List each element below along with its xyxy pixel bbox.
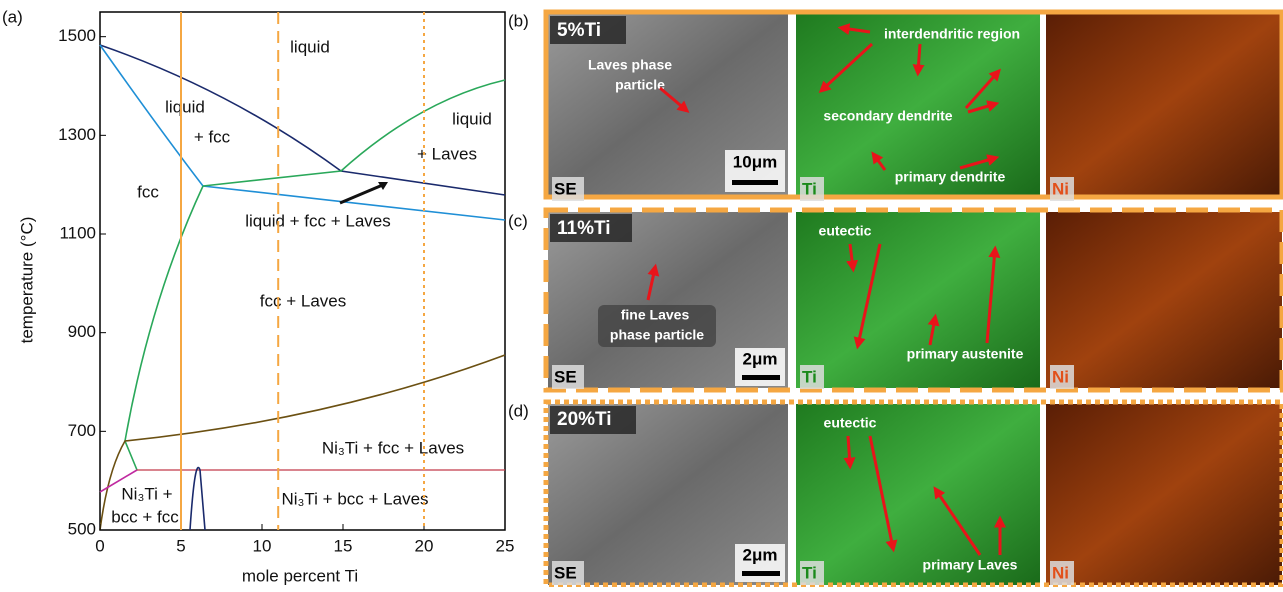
shape (742, 571, 780, 576)
channel-label: SE (554, 563, 577, 582)
composition-label: 5%Ti (557, 20, 601, 41)
scale-bar-label: 10μm (733, 152, 777, 171)
x-tick-label: 5 (176, 536, 185, 555)
channel-label: SE (554, 179, 577, 198)
shape (1046, 14, 1282, 196)
region-label: + fcc (194, 127, 231, 146)
annotation: primary Laves (923, 557, 1018, 573)
scale-bar-label: 2μm (743, 545, 778, 564)
figure: (a) mole percent Ti temperature (°C) liq… (0, 0, 1283, 587)
shape (732, 180, 778, 185)
shape (190, 468, 205, 531)
shape (100, 45, 505, 220)
x-tick-label: 10 (253, 536, 272, 555)
channel-label: Ni (1052, 367, 1069, 386)
shape: liquid liquid + fcc liquid + Laves fcc l… (111, 37, 492, 526)
row-c (546, 210, 1282, 390)
composition-label: 20%Ti (557, 409, 612, 430)
y-tick-label: 900 (68, 322, 96, 341)
y-tick-label: 1300 (58, 125, 96, 144)
panel-label: (d) (508, 401, 529, 420)
region-label: liquid (290, 37, 330, 56)
region-label: fcc (137, 182, 159, 201)
shape (203, 80, 505, 186)
annotation: eutectic (819, 223, 872, 239)
arrow (848, 436, 850, 465)
shape (125, 186, 203, 470)
region-label: + Laves (417, 144, 477, 163)
annotation: particle (615, 77, 665, 93)
x-axis-label: mole percent Ti (242, 566, 358, 585)
x-tick-label: 0 (95, 536, 104, 555)
region-label: fcc + Laves (260, 291, 346, 310)
pointer (340, 184, 385, 203)
annotation: secondary dendrite (823, 108, 952, 124)
y-tick-label: 1500 (58, 26, 96, 45)
region-label: bcc + fcc (111, 507, 179, 526)
y-tick-label: 1100 (59, 223, 96, 242)
phase-diagram: (a) mole percent Ti temperature (°C) liq… (2, 7, 514, 585)
region-label: liquid (452, 109, 492, 128)
region-label: Ni₃Ti + fcc + Laves (322, 438, 464, 457)
panel-label: (a) (2, 7, 23, 26)
y-axis-label: temperature (°C) (17, 217, 36, 344)
region-label: liquid + fcc + Laves (245, 211, 391, 230)
channel-label: Ti (802, 179, 817, 198)
annotation: fine Laves (621, 307, 690, 323)
composition-label: 11%Ti (557, 218, 611, 239)
x-tick-label: 25 (496, 536, 515, 555)
channel-label: Ti (802, 563, 817, 582)
annotation: eutectic (824, 415, 877, 431)
row-d (546, 402, 1282, 585)
scale-bar-label: 2μm (743, 349, 778, 368)
annotation: Laves phase (588, 57, 672, 73)
y-tick-label: 700 (68, 421, 96, 440)
x-tick-label: 15 (334, 536, 353, 555)
channel-label: Ti (802, 367, 817, 386)
y-tick-label: 500 (68, 519, 96, 538)
shape (1046, 404, 1282, 585)
region-label: liquid (165, 97, 205, 116)
arrow (918, 44, 920, 72)
shape (742, 375, 780, 380)
shape (1046, 212, 1282, 388)
region-label: Ni₃Ti + bcc + Laves (281, 489, 428, 508)
annotation: primary austenite (907, 346, 1024, 362)
channel-label: Ni (1052, 179, 1069, 198)
panel-label: (b) (508, 11, 529, 30)
x-tick-label: 20 (415, 536, 434, 555)
micrographs: (b) (c) (d) 5%Ti 11%Ti 20%Ti 10μm 2μm 2μ… (508, 11, 1282, 585)
panel-label: (c) (508, 211, 528, 230)
annotation: interdendritic region (884, 26, 1020, 42)
shape (100, 45, 505, 195)
annotation: primary dendrite (895, 169, 1006, 185)
channel-label: SE (554, 367, 577, 386)
channel-label: Ni (1052, 563, 1069, 582)
region-label: Ni₃Ti + (121, 484, 172, 503)
annotation: phase particle (610, 327, 704, 343)
